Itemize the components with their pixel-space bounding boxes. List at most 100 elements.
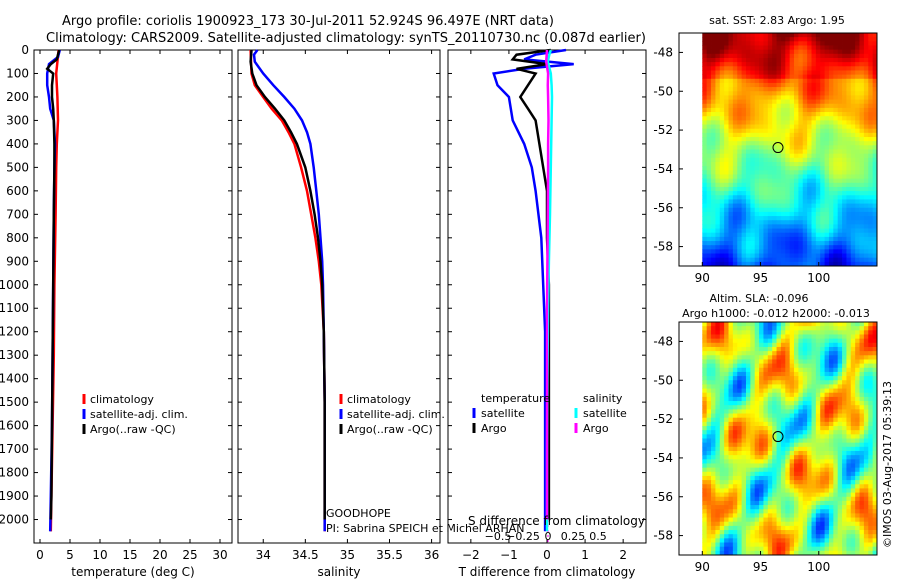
y-tick-label: 700	[6, 207, 29, 221]
heatmap-cell	[745, 484, 751, 489]
heatmap-cell	[702, 78, 708, 84]
heatmap-cell	[855, 434, 860, 439]
heatmap-cell	[745, 70, 751, 76]
heatmap-cell	[846, 496, 852, 502]
heatmap-cell	[802, 99, 808, 105]
heatmap-cell	[802, 409, 808, 414]
heatmap-cell	[850, 467, 856, 473]
heatmap-cell	[741, 330, 747, 335]
heatmap-cell	[719, 517, 725, 523]
heatmap-cell	[745, 363, 751, 369]
heatmap-cell	[780, 261, 786, 267]
heatmap-cell	[715, 33, 721, 38]
heatmap-cell	[715, 216, 721, 221]
heatmap-cell	[837, 371, 843, 377]
heatmap-cell	[724, 550, 729, 556]
heatmap-cell	[776, 546, 782, 552]
heatmap-cell	[754, 542, 760, 548]
heatmap-cell	[855, 132, 860, 138]
heatmap-cell	[711, 161, 716, 167]
heatmap-cell	[745, 203, 751, 209]
heatmap-cell	[863, 128, 869, 134]
heatmap-cell	[846, 95, 852, 100]
heatmap-cell	[763, 525, 769, 531]
heatmap-cell	[798, 141, 804, 146]
heatmap-cell	[872, 228, 878, 234]
heatmap-cell	[772, 475, 777, 481]
heatmap-cell	[732, 103, 738, 109]
heatmap-cell	[741, 37, 747, 42]
heatmap-cell	[868, 438, 874, 444]
heatmap-cell	[702, 488, 708, 493]
heatmap-cell	[794, 430, 799, 435]
heatmap-cell	[741, 116, 747, 121]
heatmap-cell	[732, 426, 738, 431]
heatmap-cell	[789, 338, 795, 344]
heatmap-cell	[754, 236, 760, 242]
heatmap-cell	[794, 253, 799, 259]
heatmap-cell	[815, 380, 821, 385]
heatmap-cell	[745, 438, 751, 444]
heatmap-cell	[763, 376, 769, 381]
heatmap-cell	[715, 257, 721, 263]
heatmap-cell	[763, 475, 769, 481]
heatmap-cell	[802, 128, 808, 134]
heatmap-cell	[837, 107, 843, 113]
heatmap-cell	[846, 355, 852, 360]
heatmap-cell	[828, 149, 834, 155]
heatmap-cell	[872, 137, 878, 142]
heatmap-cell	[842, 220, 847, 225]
heatmap-cell	[837, 346, 843, 352]
heatmap-cell	[863, 371, 869, 377]
heatmap-cell	[767, 359, 773, 365]
heatmap-cell	[728, 421, 734, 427]
heatmap-cell	[842, 49, 847, 55]
heatmap-cell	[706, 166, 712, 171]
heatmap-cell	[863, 161, 869, 167]
heatmap-cell	[794, 191, 799, 196]
heatmap-cell	[811, 509, 817, 514]
heatmap-cell	[745, 37, 751, 42]
heatmap-cell	[776, 346, 782, 352]
heatmap-cell	[798, 517, 804, 523]
heatmap-cell	[846, 371, 852, 377]
heatmap-cell	[794, 128, 799, 134]
heatmap-cell	[868, 484, 874, 489]
heatmap-cell	[820, 203, 825, 209]
heatmap-cell	[846, 346, 852, 352]
heatmap-cell	[859, 137, 865, 142]
heatmap-cell	[828, 388, 834, 394]
heatmap-cell	[745, 442, 751, 448]
heatmap-cell	[706, 521, 712, 527]
heatmap-cell	[745, 245, 751, 250]
s-tick-label: 0	[545, 530, 552, 543]
heatmap-cell	[850, 137, 856, 142]
heatmap-cell	[868, 145, 874, 150]
heatmap-cell	[850, 367, 856, 373]
heatmap-cell	[833, 459, 839, 464]
heatmap-cell	[815, 459, 821, 464]
heatmap-cell	[820, 455, 825, 460]
heatmap-cell	[837, 509, 843, 514]
heatmap-cell	[772, 257, 777, 263]
heatmap-cell	[794, 116, 799, 121]
heatmap-cell	[859, 170, 865, 175]
heatmap-cell	[724, 211, 729, 217]
heatmap-cell	[745, 417, 751, 423]
heatmap-cell	[711, 376, 716, 381]
heatmap-cell	[868, 550, 874, 556]
heatmap-cell	[850, 141, 856, 146]
heatmap-cell	[763, 338, 769, 344]
heatmap-cell	[868, 388, 874, 394]
heatmap-cell	[794, 211, 799, 217]
heatmap-cell	[785, 421, 791, 427]
heatmap-cell	[728, 70, 734, 76]
heatmap-cell	[759, 66, 764, 71]
heatmap-cell	[702, 492, 708, 498]
heatmap-cell	[815, 322, 821, 327]
heatmap-cell	[732, 66, 738, 71]
heatmap-cell	[868, 326, 874, 331]
heatmap-cell	[780, 446, 786, 452]
heatmap-cell	[745, 186, 751, 192]
heatmap-cell	[763, 546, 769, 552]
